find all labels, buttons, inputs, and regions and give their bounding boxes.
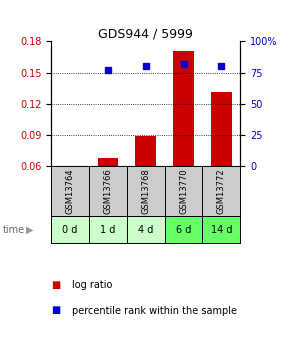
Text: 6 d: 6 d [176, 225, 191, 235]
Text: 0 d: 0 d [62, 225, 78, 235]
Bar [135, 136, 156, 166]
Text: log ratio: log ratio [72, 280, 112, 289]
Bar [165, 216, 202, 243]
Text: GSM13770: GSM13770 [179, 168, 188, 214]
Text: 14 d: 14 d [211, 225, 232, 235]
Text: percentile rank within the sample: percentile rank within the sample [72, 306, 237, 315]
Text: ■: ■ [51, 280, 61, 289]
Text: ▶: ▶ [26, 225, 34, 235]
Text: GSM13764: GSM13764 [66, 168, 75, 214]
Text: ■: ■ [51, 306, 61, 315]
Bar [89, 216, 127, 243]
Bar [173, 51, 194, 166]
Text: GSM13772: GSM13772 [217, 168, 226, 214]
Text: time: time [3, 225, 25, 235]
Title: GDS944 / 5999: GDS944 / 5999 [98, 27, 193, 40]
Bar [127, 216, 165, 243]
Bar [51, 216, 89, 243]
Bar [98, 158, 118, 166]
Bar [211, 92, 232, 166]
Text: 1 d: 1 d [100, 225, 116, 235]
Text: GSM13766: GSM13766 [103, 168, 113, 214]
Bar [202, 216, 240, 243]
Text: 4 d: 4 d [138, 225, 154, 235]
Text: GSM13768: GSM13768 [141, 168, 150, 214]
